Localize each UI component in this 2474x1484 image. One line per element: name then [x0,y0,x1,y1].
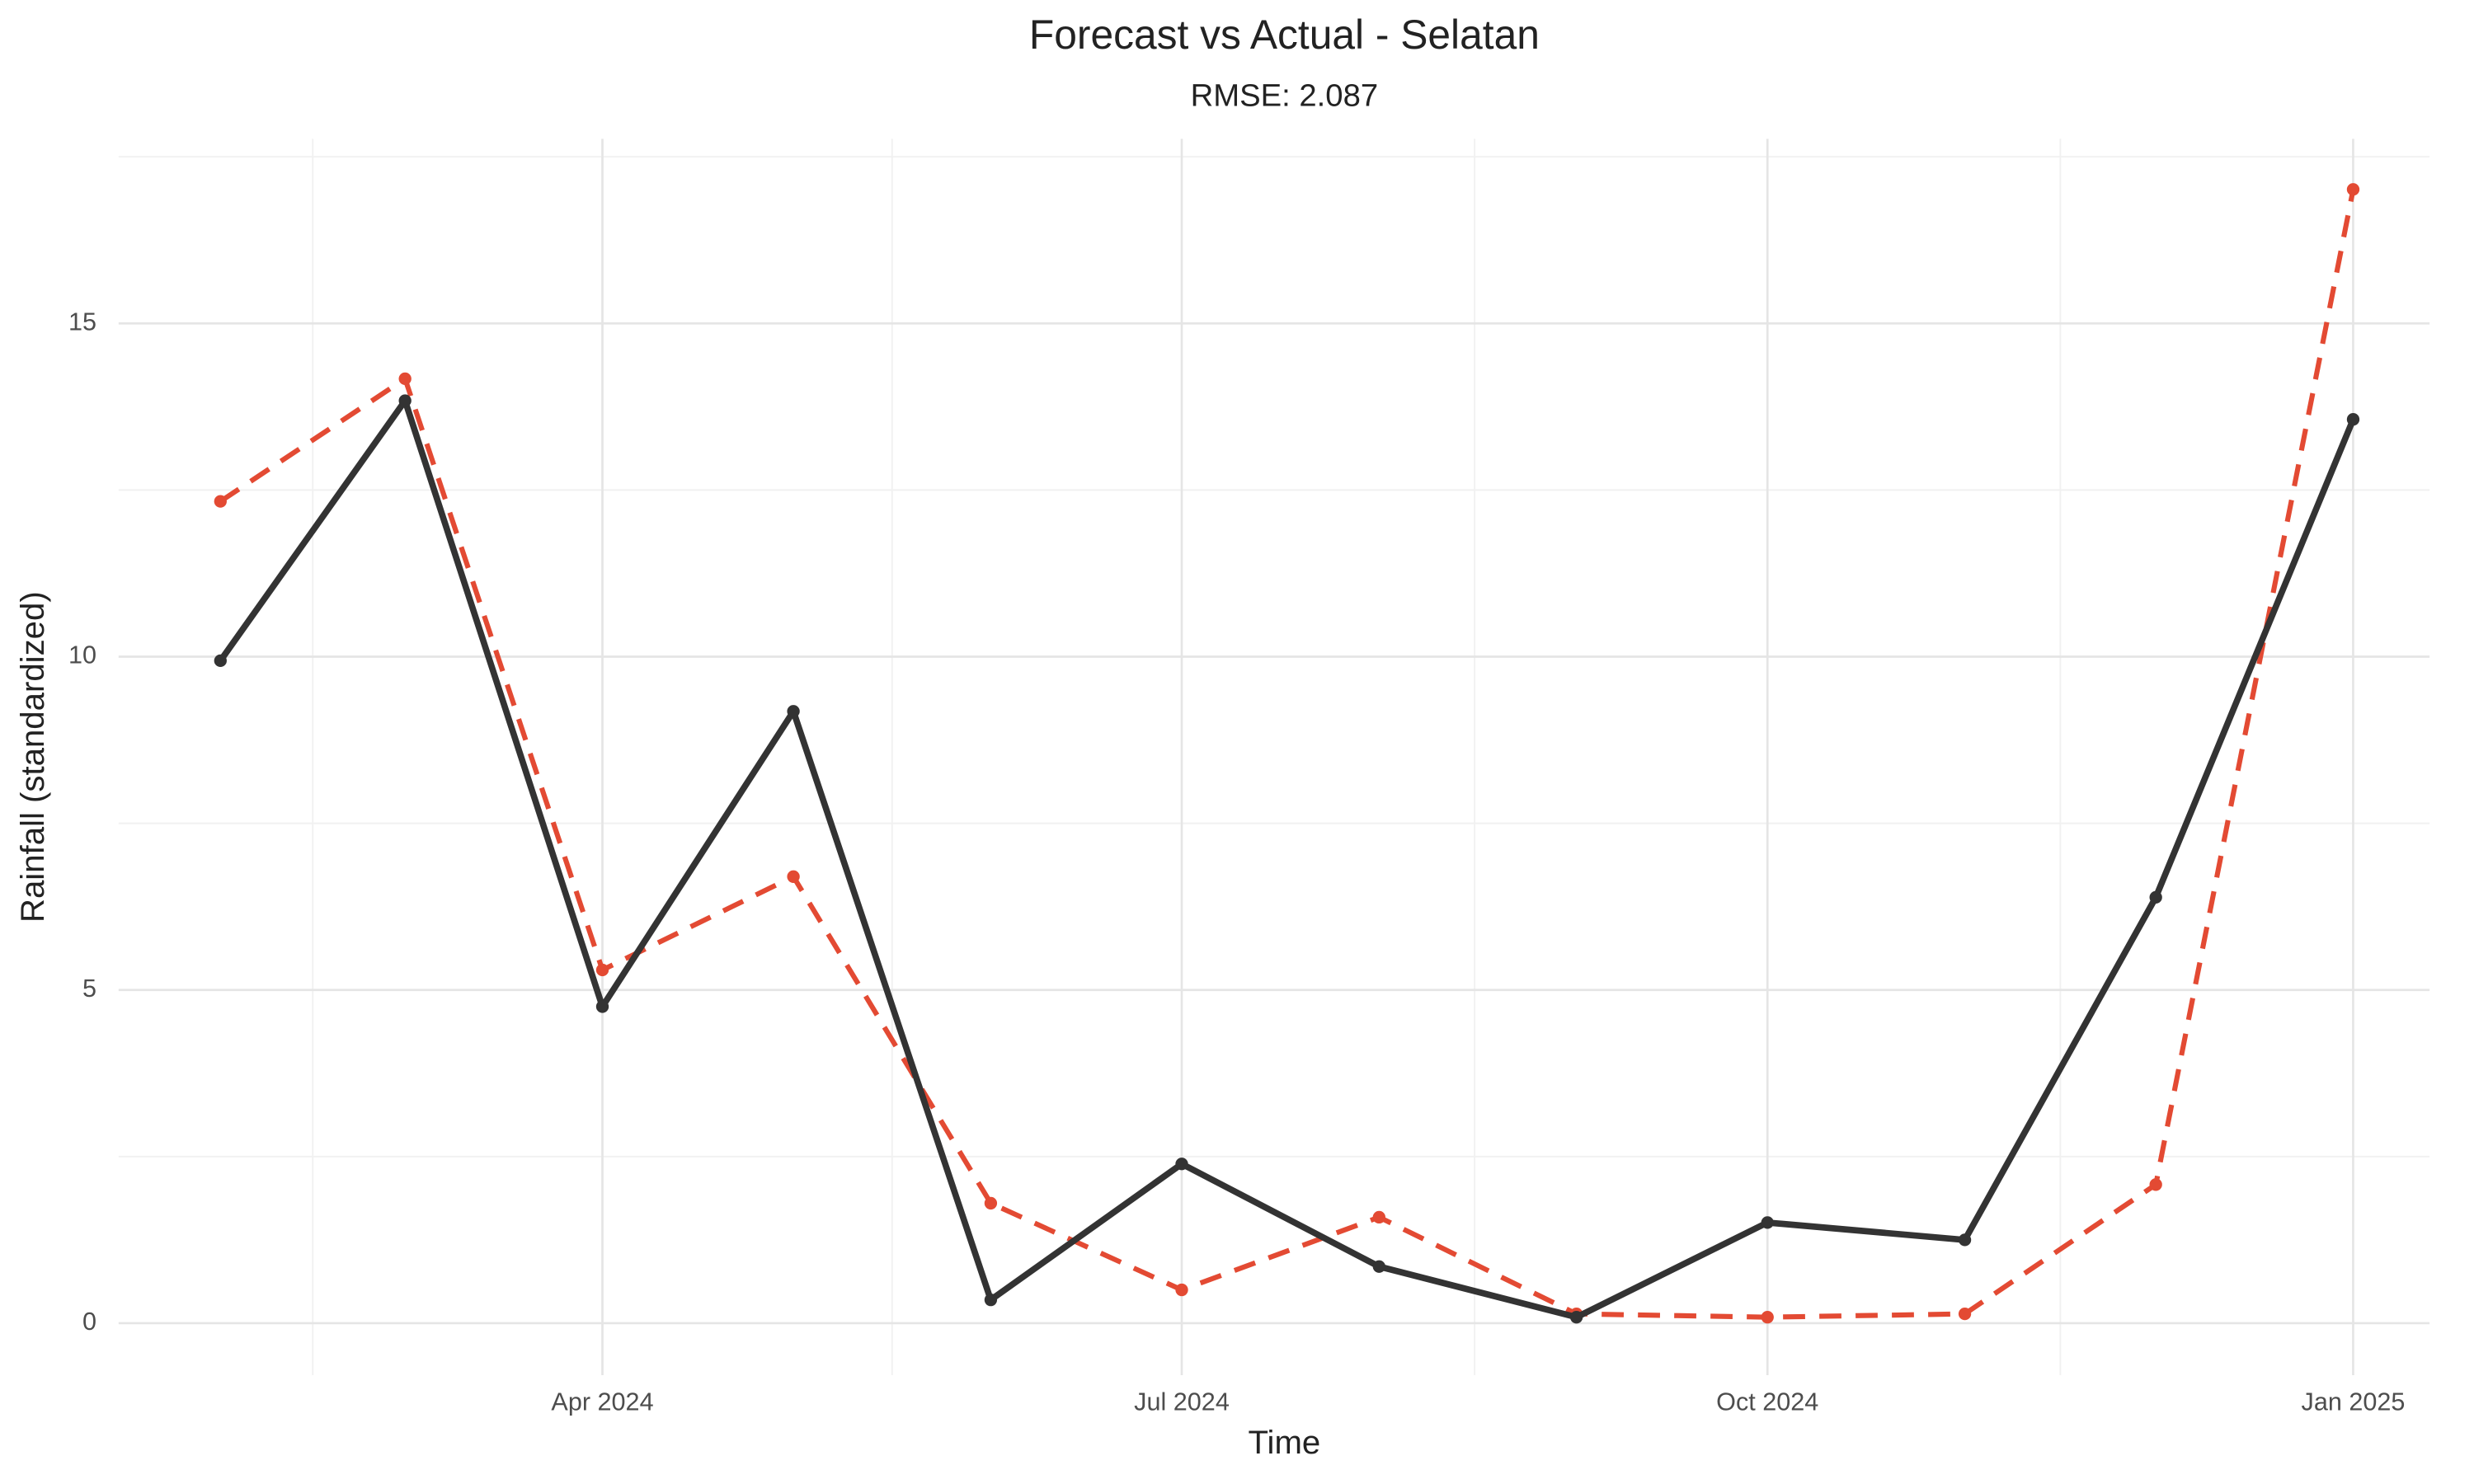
chart-title: Forecast vs Actual - Selatan [1029,12,1540,58]
data-point [2149,890,2162,904]
data-point [214,495,227,508]
data-point [1175,1283,1188,1297]
data-point [1761,1311,1774,1324]
data-point [214,654,227,668]
data-point [398,372,412,386]
x-tick-label: Jan 2025 [2302,1388,2406,1416]
data-point [984,1196,998,1210]
x-tick-label: Oct 2024 [1716,1388,1818,1416]
y-axis-title: Rainfall (standardized) [14,591,51,923]
data-point [2149,1178,2162,1191]
chart-subtitle: RMSE: 2.087 [1191,78,1378,114]
series-line [219,189,2356,1320]
data-point [2346,183,2360,196]
data-point [1175,1158,1188,1171]
y-tick-label: 5 [82,974,96,1003]
data-point [398,394,412,407]
data-point [1958,1233,1972,1247]
data-point [787,705,800,718]
y-tick-label: 0 [82,1308,96,1336]
data-point [595,1000,609,1013]
data-point [787,870,800,883]
x-tick-label: Apr 2024 [551,1388,653,1416]
y-tick-label: 10 [68,641,96,669]
data-point [1761,1216,1774,1229]
data-point [1372,1210,1385,1224]
x-axis-title: Time [1249,1424,1321,1461]
series-line [218,397,2357,1321]
y-tick-label: 15 [68,308,96,336]
data-point [595,963,609,977]
data-point [1372,1260,1385,1273]
data-point [1958,1307,1972,1321]
data-point [984,1294,998,1307]
data-point [2346,413,2360,426]
data-point [1569,1311,1583,1324]
x-tick-label: Jul 2024 [1134,1388,1230,1416]
